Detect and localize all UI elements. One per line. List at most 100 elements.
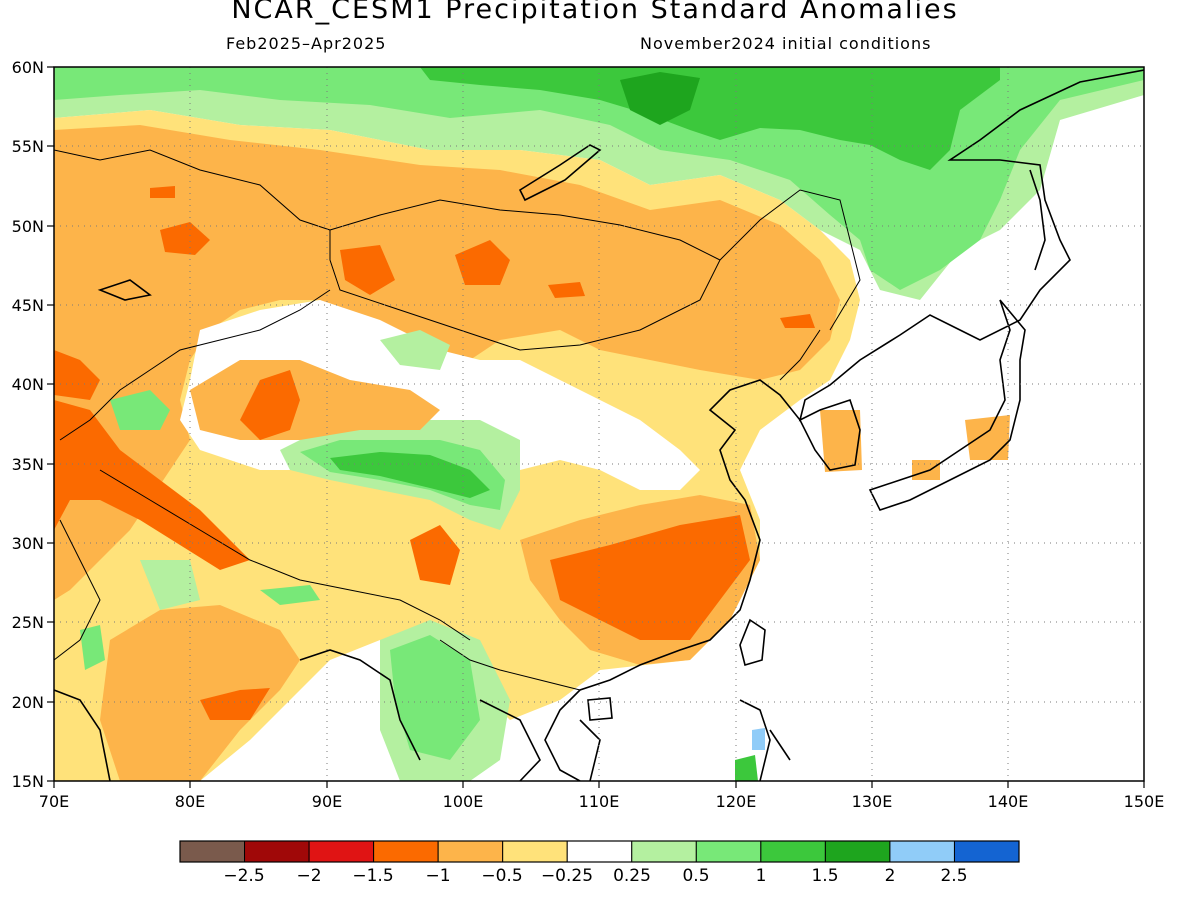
lat-label: 35N [12, 455, 44, 474]
lon-label: 120E [716, 792, 757, 811]
colorbar-labels: −2.5 −2 −1.5 −1 −0.5 −0.25 0.25 0.5 1 1.… [223, 866, 967, 886]
coastline-indochina [479, 699, 601, 781]
border-himalaya [99, 469, 471, 641]
lat-label: 50N [12, 217, 44, 236]
border-russia-kazakh [54, 149, 331, 231]
lon-label: 130E [852, 792, 893, 811]
colorbar-label: −0.25 [541, 866, 593, 886]
colorbar-label: 1.5 [811, 866, 838, 886]
colorbar-boxes [179, 840, 1020, 863]
dry-anomaly-japan-2 [912, 460, 940, 480]
dry-core-kazakh [160, 222, 210, 255]
colorbar-label: 0.25 [613, 866, 651, 886]
lat-label: 30N [12, 534, 44, 553]
lake-balkhash [97, 279, 152, 301]
border-manchuria [719, 189, 861, 331]
wet-anomaly-nepal [260, 585, 320, 605]
lat-label: 25N [12, 613, 44, 632]
coastline-philippines [739, 699, 791, 781]
map-title: NCAR_CESM1 Precipitation Standard Anomal… [231, 0, 959, 25]
colorbar-box [308, 840, 375, 863]
graticule [54, 67, 1144, 781]
wet-anomaly-taiwan [735, 755, 758, 781]
forecast-period: Feb2025–Apr2025 [226, 34, 387, 53]
wet-anomaly-north-strong [420, 67, 1000, 170]
wet-anomaly-xinjiang [110, 390, 170, 430]
colorbar-label: 2.5 [940, 866, 967, 886]
colorbar-box [889, 840, 955, 863]
dry-core-south-china [550, 515, 750, 640]
coastline-east-asia [544, 69, 1144, 781]
colorbar-box [631, 840, 697, 863]
coastline-hainan [587, 697, 613, 721]
lat-label: 40N [12, 375, 44, 394]
colorbar-label: −2 [296, 866, 321, 886]
wet-anomaly-north-core [620, 72, 700, 125]
wet-anomaly-myanmar [390, 635, 480, 760]
colorbar-label: 0.5 [682, 866, 709, 886]
lat-label: 60N [12, 58, 44, 77]
lon-label: 140E [988, 792, 1029, 811]
colorbar-box [244, 840, 310, 863]
colorbar-box [824, 840, 891, 863]
colorbar-box [566, 840, 633, 863]
border-china-west [59, 289, 331, 441]
colorbar-label: −2.5 [223, 866, 264, 886]
dry-core-india [200, 688, 270, 720]
lat-label: 15N [12, 772, 44, 791]
dry-core-small-2 [780, 314, 815, 328]
colorbar-box [695, 840, 762, 863]
coastline-sakhalin [1029, 169, 1046, 271]
coastline-japan [868, 299, 1026, 511]
wet-extreme-taiwan [752, 728, 765, 750]
colorbar-label: −1.5 [352, 866, 393, 886]
tick-marks [47, 66, 1145, 788]
border-mongolia [329, 199, 721, 351]
colorbar-label: 1 [756, 866, 767, 886]
lon-label: 70E [39, 792, 69, 811]
dry-core-small-3 [150, 186, 175, 198]
dry-anomaly-india [100, 605, 300, 781]
colorbar-label: −1 [425, 866, 450, 886]
colorbar-label: 2 [885, 866, 896, 886]
dry-core-sichuan [410, 525, 460, 585]
colorbar: −2.5 −2 −1.5 −1 −0.5 −0.25 0.25 0.5 1 1.… [179, 840, 1020, 886]
coastline-taiwan [739, 618, 766, 667]
wet-anomaly-bay [140, 560, 200, 610]
dry-anomaly-moderate [54, 125, 840, 600]
lon-label: 150E [1124, 792, 1165, 811]
border-south-china [439, 639, 581, 691]
wet-anomaly-india-west [80, 625, 105, 670]
dry-anomaly-kashmir [54, 350, 100, 400]
dry-anomaly-japan [965, 415, 1010, 460]
lon-label: 90E [312, 792, 342, 811]
lon-tick-labels: 70E 80E 90E 100E 110E 120E 130E 140E 150… [39, 792, 1165, 811]
border-india-pakistan [54, 519, 101, 661]
coastlines [54, 69, 1144, 781]
coastline-india [54, 649, 421, 781]
lon-label: 110E [579, 792, 620, 811]
colorbar-box [373, 840, 439, 863]
dry-anomaly-korea [820, 410, 862, 472]
dry-core-altai [340, 245, 395, 295]
lat-label: 55N [12, 137, 44, 156]
dry-anomaly-himalaya [54, 400, 250, 570]
lat-tick-labels: 15N 20N 25N 30N 35N 40N 45N 50N 55N 60N [12, 58, 44, 791]
lon-label: 100E [443, 792, 484, 811]
colorbar-box [502, 840, 568, 863]
wet-anomaly-qilian [380, 330, 450, 370]
lake-baikal [518, 144, 602, 202]
colorbar-label: −0.5 [481, 866, 522, 886]
dry-core-mongolia [455, 240, 510, 285]
initial-conditions: November2024 initial conditions [640, 34, 932, 53]
colorbar-frame [179, 840, 1020, 863]
colorbar-box [953, 840, 1020, 863]
lon-label: 80E [175, 792, 205, 811]
political-borders [54, 149, 861, 691]
colorbar-box [760, 840, 826, 863]
colorbar-box [179, 840, 246, 863]
colorbar-box [437, 840, 504, 863]
lat-label: 45N [12, 296, 44, 315]
dry-core-small-1 [548, 282, 585, 298]
